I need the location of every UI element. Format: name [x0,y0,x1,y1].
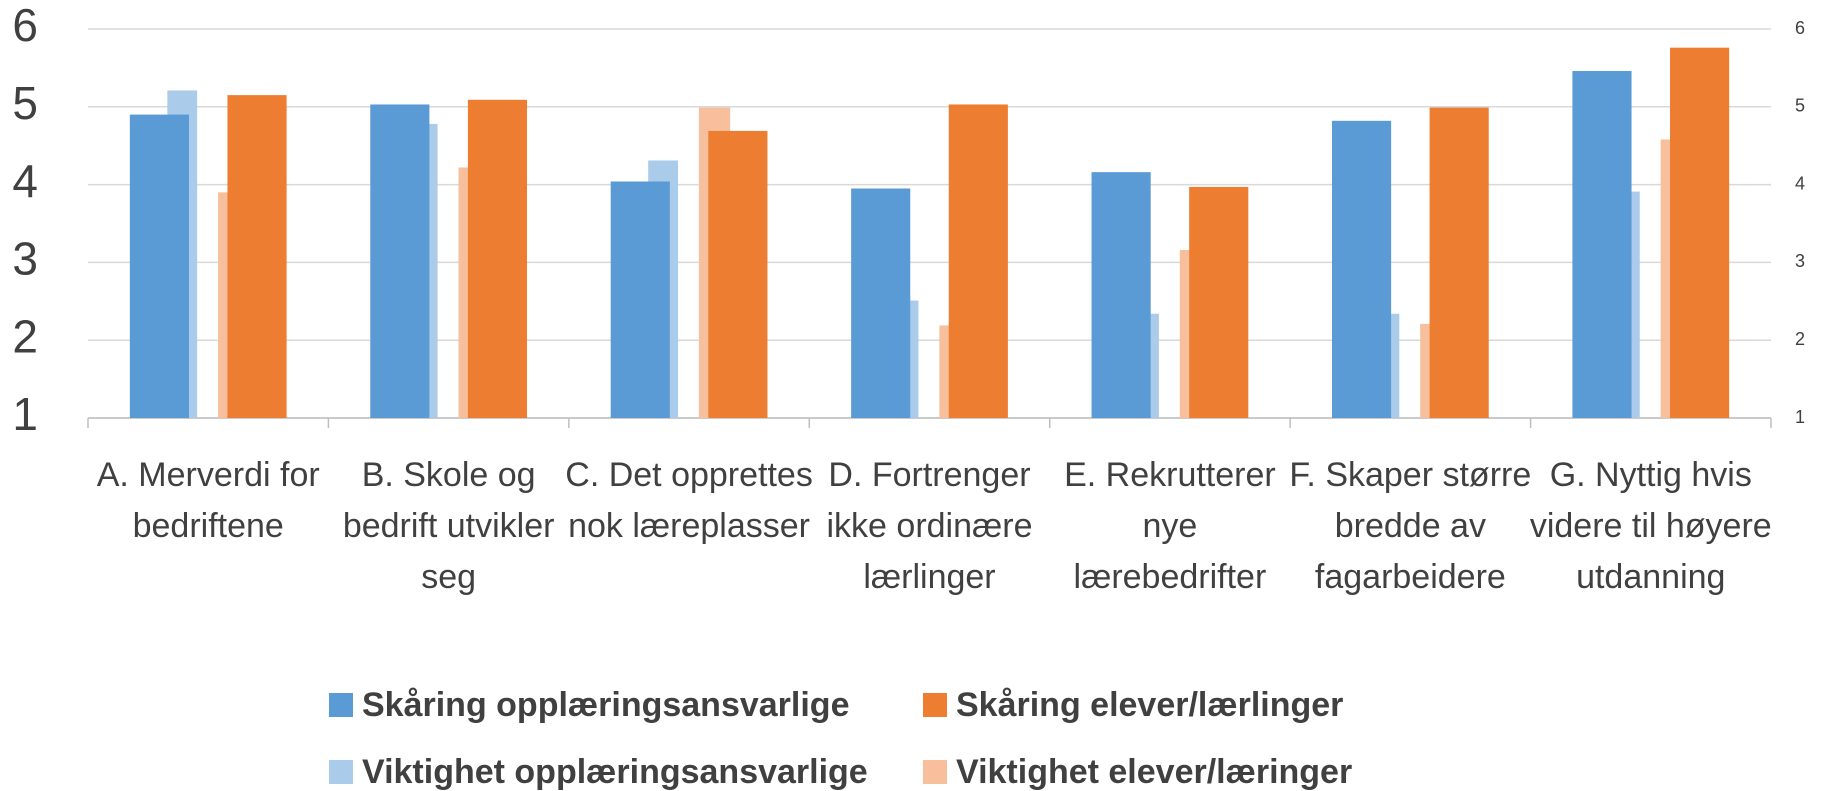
y-tick-label: 1 [12,388,38,440]
x-tick-label: D. Fortrenger ikke ordinære lærlinger [826,456,1033,596]
bar [708,130,768,418]
legend-label: Skåring elever/lærlinger [956,686,1343,724]
legend-label: Viktighet elever/læringer [956,753,1352,791]
x-tick-label: A. Merverdi for bedriftene [96,456,320,545]
bar [1429,107,1489,418]
bar [129,114,189,418]
x-tick-label: G. Nyttig hvis videre til høyere utdanni… [1529,456,1772,596]
bar [1091,172,1151,418]
bar [610,181,670,418]
bar [1572,71,1632,419]
bar [227,95,287,418]
x-tick-label: F. Skaper større bredde av fagarbeidere [1289,456,1532,596]
x-tick-label: C. Det opprettes nok læreplasser [565,456,813,545]
bar [1189,186,1249,418]
legend-swatch [923,760,947,784]
bar [1670,47,1730,419]
legend-swatch [923,693,947,717]
y2-tick-label: 1 [1795,407,1805,427]
bar [370,104,430,418]
legend-swatch [329,760,353,784]
x-tick-label: E. Rekrutterer nye lærebedrifter [1064,456,1276,596]
y-tick-label: 2 [12,310,38,362]
legend-swatch [329,693,353,717]
x-tick-label: B. Skole og bedrift utvikler seg [342,456,555,596]
bar [948,104,1008,418]
y-tick-label: 6 [12,0,38,51]
y-tick-label: 3 [12,233,38,285]
y2-tick-label: 2 [1795,329,1805,349]
legend-label: Skåring opplæringsansvarlige [362,686,849,724]
y2-tick-label: 5 [1795,96,1805,116]
y2-tick-label: 6 [1795,18,1805,38]
y2-tick-label: 4 [1795,173,1805,193]
y-tick-label: 5 [12,77,38,129]
y-tick-label: 4 [12,155,38,207]
bar [851,188,911,418]
y2-tick-label: 3 [1795,251,1805,271]
legend-label: Viktighet opplæringsansvarlige [362,753,868,791]
bar [467,99,528,418]
bar [1331,120,1392,418]
